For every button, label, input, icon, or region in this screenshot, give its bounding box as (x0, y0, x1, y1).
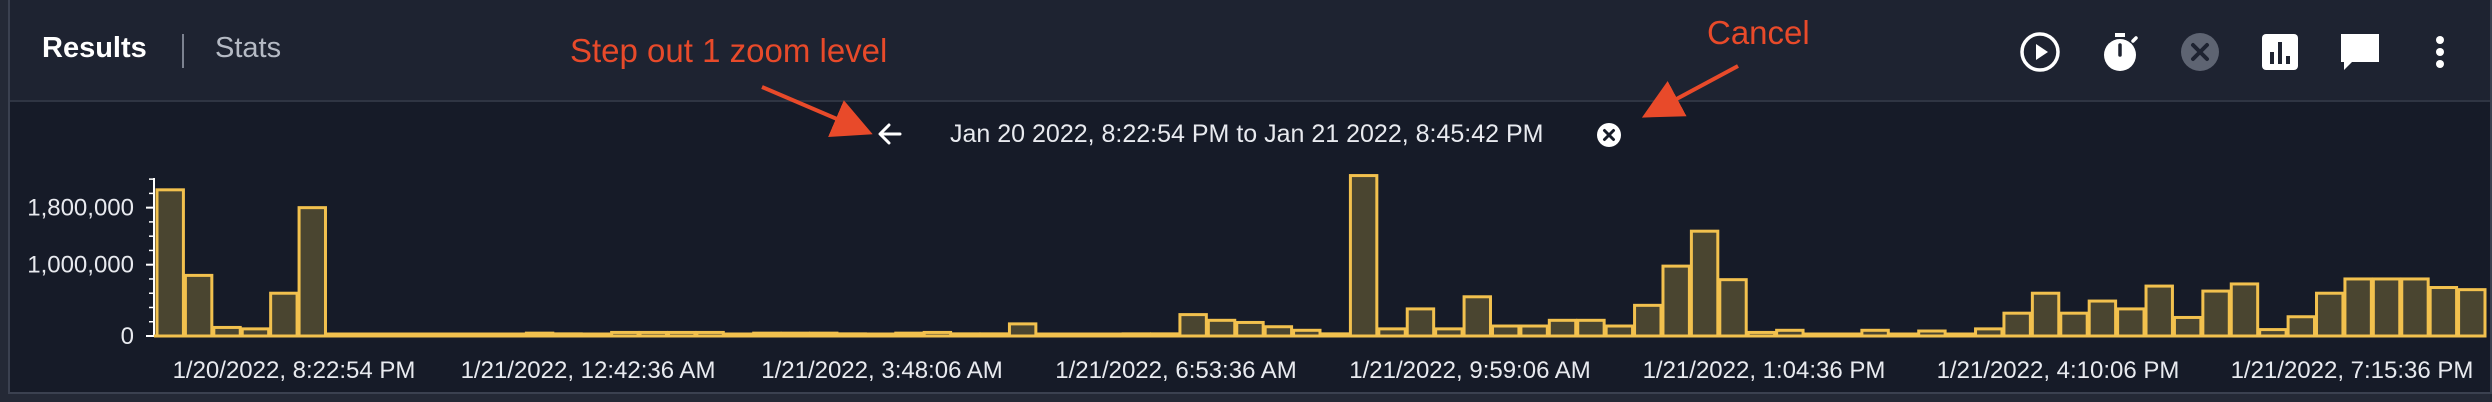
cancel-circle-icon (2181, 33, 2219, 71)
tab-results[interactable]: Results (42, 32, 147, 64)
play-circle-icon (2020, 32, 2060, 72)
y-tick-label: 1,000,000 (27, 252, 134, 279)
histogram-bar (2343, 277, 2373, 338)
comment-icon (2341, 34, 2379, 70)
tab-divider (182, 34, 184, 68)
results-panel: Results Stats (8, 0, 2492, 394)
histogram-chart[interactable]: 1,800,000 1,000,000 0 1/20/2022, 8:22:54 PM… (10, 160, 2490, 392)
cancel-zoom-button[interactable] (1594, 120, 1624, 150)
zoom-range-bar: Jan 20 2022, 8:22:54 PM to Jan 21 2022, … (10, 104, 2490, 164)
panel-header: Results Stats (10, 0, 2490, 102)
x-tick-label: 1/21/2022, 6:53:36 AM (1055, 357, 1297, 384)
histogram-bar (1462, 295, 1492, 338)
zoom-range-text: Jan 20 2022, 8:22:54 PM to Jan 21 2022, … (950, 120, 1544, 148)
close-circle-icon (1597, 123, 1621, 147)
histogram-bar (2229, 282, 2260, 338)
histogram-bar (2428, 286, 2459, 338)
annotation-step-out: Step out 1 zoom level (570, 32, 888, 69)
histogram-bar (2371, 277, 2402, 338)
histogram-bar (297, 206, 327, 338)
histogram-bar (269, 291, 299, 338)
histogram-bar (183, 273, 214, 338)
zoom-out-button[interactable] (872, 116, 908, 152)
more-options-button[interactable] (2412, 24, 2468, 80)
x-tick-label: 1/21/2022, 3:48:06 AM (761, 357, 1003, 384)
y-tick-label: 1,800,000 (27, 195, 134, 222)
y-tick-label: 0 (121, 323, 134, 350)
stopwatch-icon (2104, 33, 2138, 71)
chart-button[interactable] (2252, 24, 2308, 80)
x-tick-label: 1/20/2022, 8:22:54 PM (173, 357, 416, 384)
x-tick-label: 1/21/2022, 9:59:06 AM (1349, 357, 1591, 384)
x-tick-label: 1/21/2022, 7:15:36 PM (2231, 357, 2474, 384)
tab-stats[interactable]: Stats (215, 32, 282, 64)
histogram-bar (155, 188, 185, 338)
stopwatch-button[interactable] (2092, 24, 2148, 80)
histogram-bar (2144, 284, 2174, 338)
x-tick-label: 1/21/2022, 12:42:36 AM (461, 357, 716, 384)
arrow-left-icon (878, 123, 902, 145)
x-tick-label: 1/21/2022, 1:04:36 PM (1643, 357, 1886, 384)
x-tick-label: 1/21/2022, 4:10:06 PM (1937, 357, 2180, 384)
cancel-query-button[interactable] (2172, 24, 2228, 80)
annotation-cancel: Cancel (1707, 14, 1810, 51)
more-vertical-icon (2436, 36, 2444, 68)
arrow-to-zoom-out (761, 85, 873, 137)
arrow-to-cancel (1641, 64, 1739, 118)
play-button[interactable] (2012, 24, 2068, 80)
bar-chart-icon (2262, 34, 2298, 70)
histogram-bar (2030, 291, 2061, 338)
comment-button[interactable] (2332, 24, 2388, 80)
